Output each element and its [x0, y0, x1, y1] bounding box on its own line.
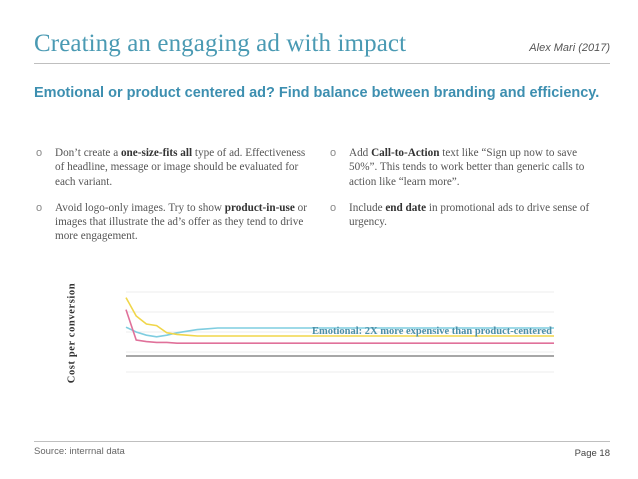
cost-per-conversion-chart [125, 291, 554, 373]
bullet-marker: o [36, 201, 43, 214]
page-number: Page 18 [574, 448, 610, 459]
right-bullet-column: o Add Call-to-Action text like “Sign up … [330, 146, 600, 241]
chart-annotation: Emotional: 2X more expensive than produc… [312, 326, 553, 337]
left-bullet-column: o Don’t create a one-size-fits all type … [36, 146, 316, 256]
bullet-text-post: in promotional ads to drive sense of urg… [349, 201, 590, 229]
source-note: Source: interrnal data [34, 446, 125, 457]
bullet-text-bold: end date [385, 201, 427, 214]
chart-series-group [125, 297, 554, 357]
bullet-marker: o [330, 201, 337, 214]
bullet-marker: o [330, 147, 337, 159]
bullet-text-bold: product-in-use [224, 201, 295, 214]
y-axis-label: Cost per conversion [66, 282, 78, 384]
bullet-text-post: or images that illustrate the ad’s offer… [55, 201, 307, 243]
bullet-text-bold: Call-to-Action [371, 147, 440, 159]
bullet-text-pre: Avoid logo-only images. Try to show [55, 201, 225, 214]
bullet-text-bold: one-size-fits all [120, 147, 193, 159]
header-divider [34, 63, 610, 64]
bullet-text-pre: Add [349, 147, 372, 159]
bullet-item: o Include end date in promotional ads to… [330, 201, 600, 230]
series-line-2 [125, 297, 554, 337]
bullet-text-post: type of ad. Effectiveness of headline, m… [55, 147, 306, 188]
series-line-3 [125, 309, 554, 345]
bullet-item: o Avoid logo-only images. Try to show pr… [36, 201, 316, 244]
bullet-item: o Don’t create a one-size-fits all type … [36, 146, 316, 189]
chart-grid [126, 291, 554, 373]
bullet-marker: o [36, 147, 43, 159]
series-line-1 [125, 326, 554, 338]
bullet-text-pre: Include [349, 201, 386, 214]
bullet-item: o Add Call-to-Action text like “Sign up … [330, 146, 600, 189]
bullet-text-post: text like “Sign up now to save 50%”. Thi… [349, 147, 585, 188]
author-citation: Alex Mari (2017) [529, 42, 610, 54]
slide-subtitle: Emotional or product centered ad? Find b… [34, 85, 600, 101]
bullet-text-pre: Don’t create a [55, 147, 121, 159]
slide-title: Creating an engaging ad with impact [34, 30, 407, 57]
footer-divider [34, 441, 610, 442]
